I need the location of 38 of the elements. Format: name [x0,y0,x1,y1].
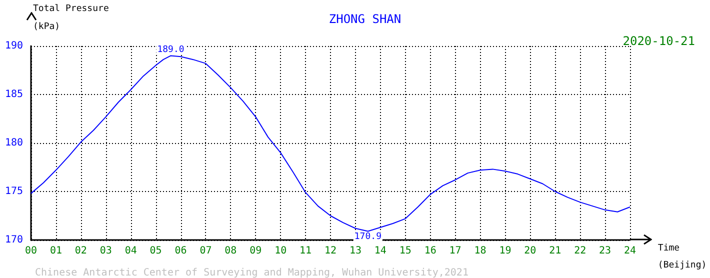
x-tick-label: 23 [599,246,612,256]
x-tick-label: 08 [224,246,237,256]
y-tick-label: 185 [4,89,23,100]
y-tick-label: 190 [4,40,23,52]
y-tick-label: 170 [4,234,23,246]
x-tick-label: 02 [74,246,87,256]
x-tick-label: 16 [424,246,436,256]
annotation: 189.0 [157,45,184,56]
line-series [30,55,630,232]
text: Chinese Antarctic Center of Surveying and Mapping, Wuhan University,2021 [35,268,468,278]
x-tick-label: 21 [549,246,562,256]
x-tick-label: 01 [50,246,62,256]
x-tick-label: 00 [24,246,38,256]
annotation: 170.9 [354,232,382,242]
x-tick-label: 03 [100,246,112,256]
x-tick-label: 09 [250,246,262,256]
y-axis-title: Total Pressure (kPa) [33,4,109,32]
x-tick-label: 20 [524,246,536,256]
chart-title: ZHONG SHAN [328,12,402,26]
x-tick-label: 17 [449,246,462,256]
x-tick-label: 22 [574,246,586,256]
x-tick-label: 18 [474,246,486,256]
x-tick-label: 19 [499,246,512,256]
x-tick-label: 10 [274,246,287,256]
x-tick-label: 06 [174,246,187,256]
y-tick-label: 180 [4,138,23,148]
x-tick-label: 24 [624,246,636,256]
annotation: 2020-10-21 [622,34,696,48]
x-tick-label: 11 [300,246,312,256]
x-tick-label: 05 [150,246,162,256]
y-tick-label: 175 [4,186,23,197]
x-tick-label: 12 [324,246,337,256]
x-tick-label: 13 [349,246,362,256]
x-axis-title: Time (Beijing) [658,244,707,270]
x-tick-label: 07 [200,246,212,256]
x-tick-label: 14 [374,246,386,256]
x-tick-label: 15 [399,246,412,256]
x-tick-label: 04 [124,246,137,256]
